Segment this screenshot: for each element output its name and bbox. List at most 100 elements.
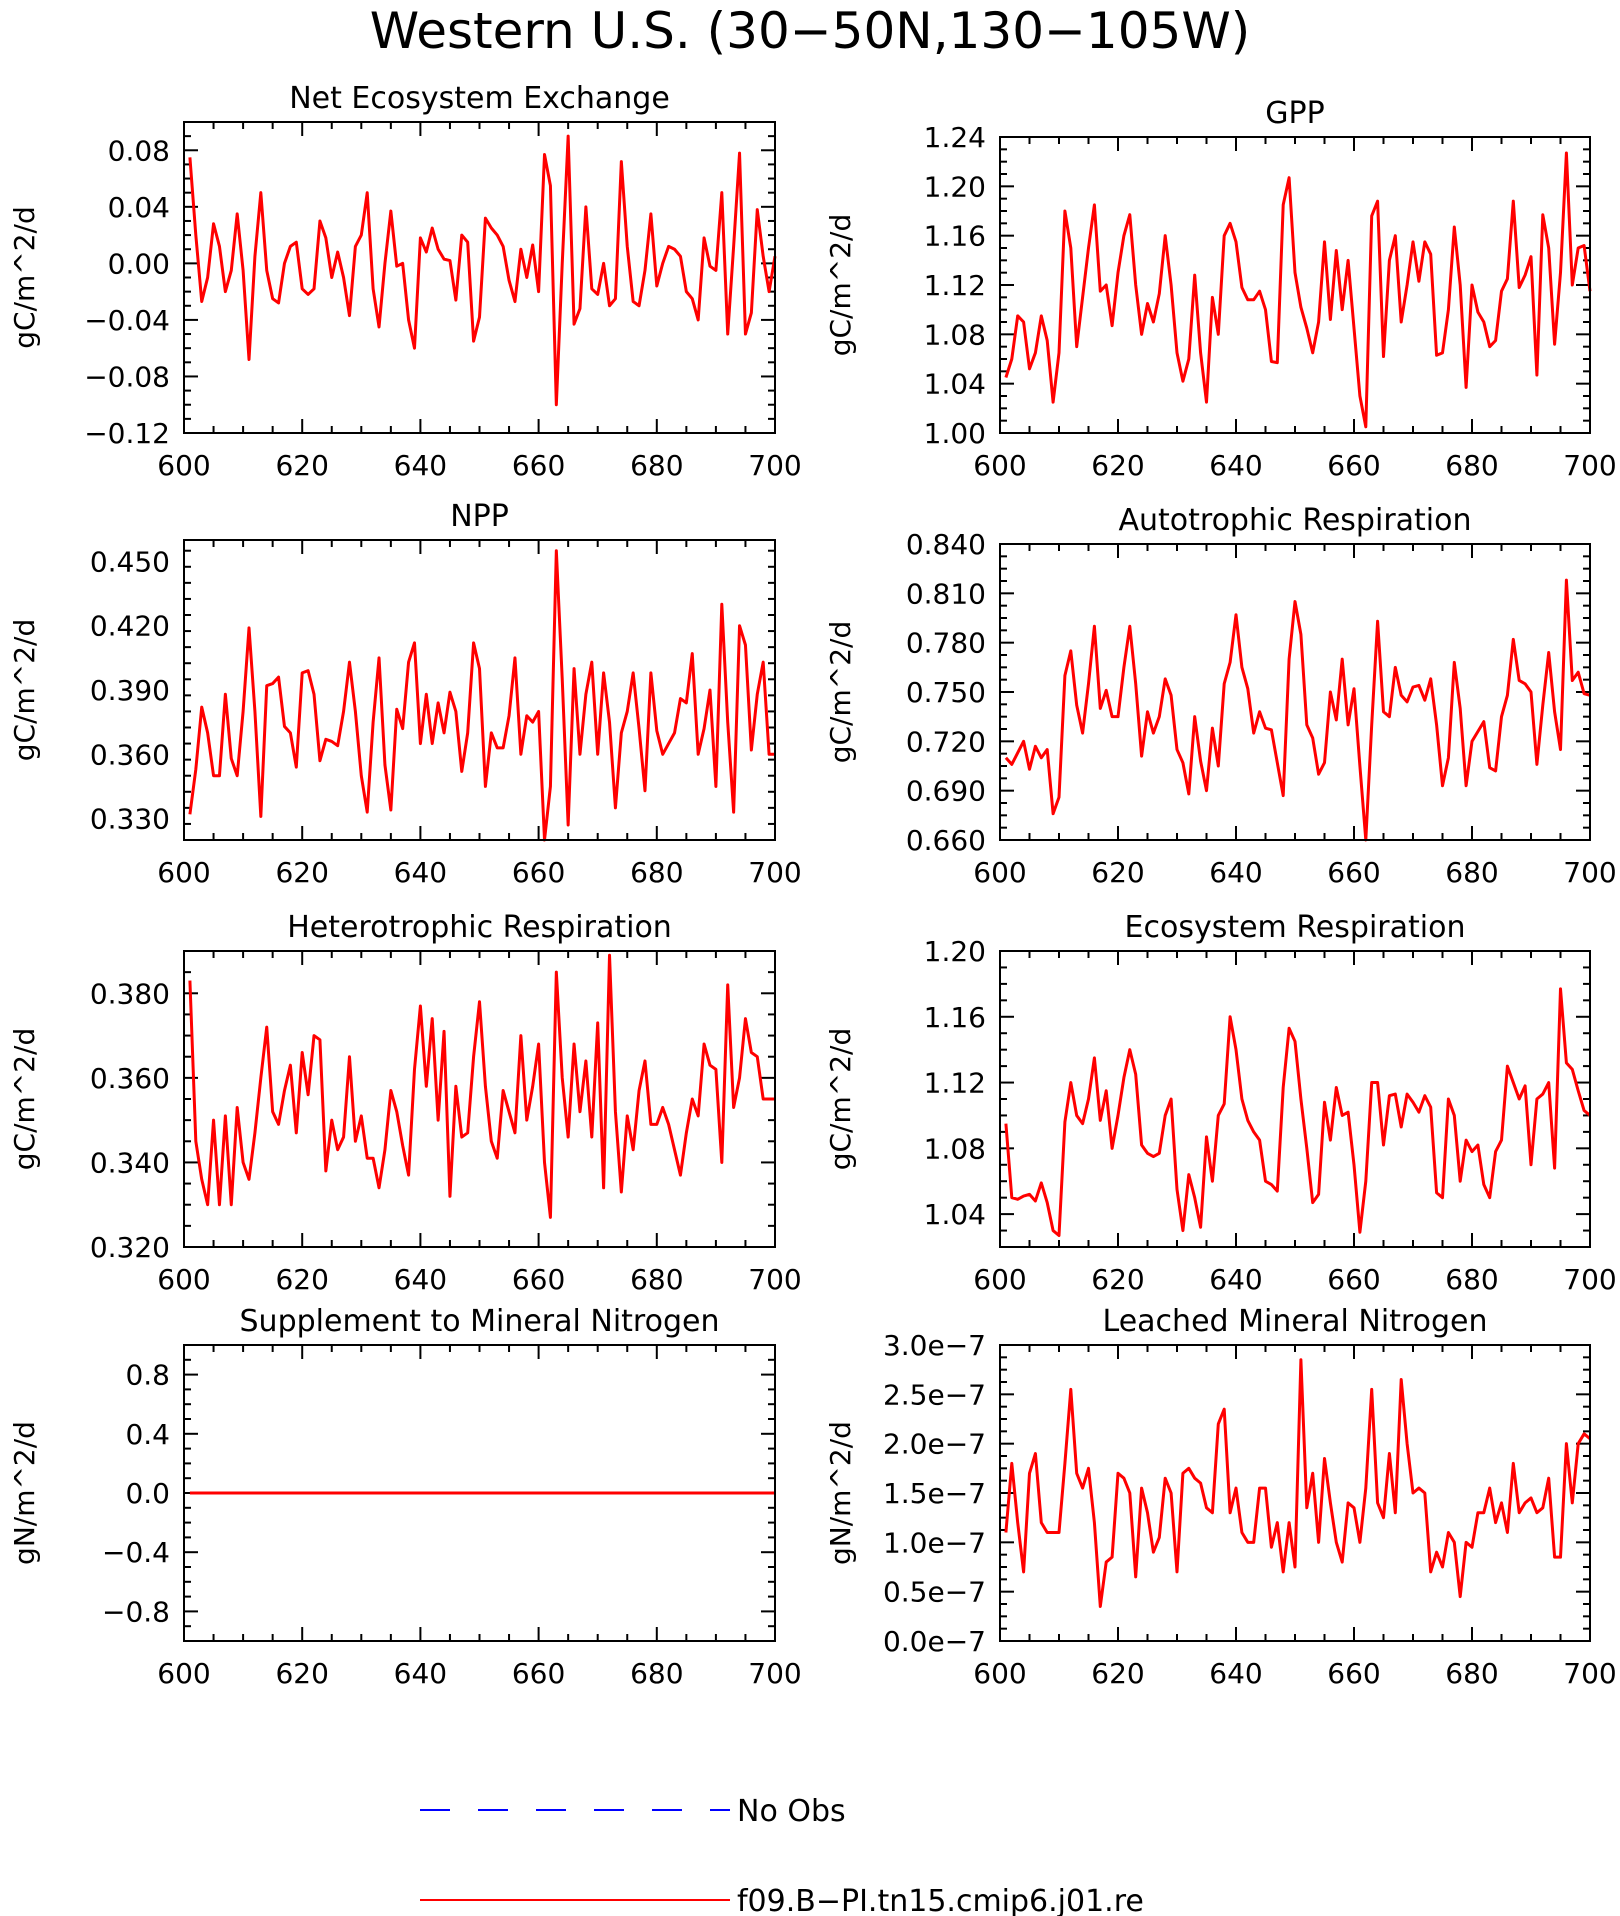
series-line <box>1004 151 1592 429</box>
x-tick-label: 620 <box>275 1657 328 1690</box>
y-tick-label: 0.420 <box>90 610 170 643</box>
x-tick-label: 660 <box>1327 856 1380 889</box>
y-tick-label: 0.720 <box>906 725 986 758</box>
y-tick-label: −0.08 <box>84 360 170 393</box>
figure-title: Western U.S. (30−50N,130−105W) <box>370 2 1251 60</box>
plot-frame <box>999 1344 1591 1642</box>
panel-7: Supplement to Mineral Nitrogen gN/m^2/d 60… <box>8 1304 802 1690</box>
series-line <box>188 953 775 1219</box>
y-tick-label: 1.5e−7 <box>883 1477 986 1510</box>
y-tick-label: −0.4 <box>102 1536 170 1569</box>
x-tick-label: 660 <box>512 1657 565 1690</box>
legend-label-no-obs: No Obs <box>737 1794 846 1829</box>
x-tick-label: 680 <box>1445 1657 1498 1690</box>
x-tick-label: 700 <box>1563 1657 1616 1690</box>
y-tick-label: 0.4 <box>125 1418 170 1451</box>
y-tick-label: 0.780 <box>906 627 986 660</box>
series-line <box>188 549 775 842</box>
plot-frame <box>999 950 1591 1248</box>
x-tick-label: 700 <box>748 1263 801 1296</box>
y-tick-label: 0.690 <box>906 775 986 808</box>
panel-2: GPP gC/m^2/d 600 620 640 660 680 700 1.00 1.04 1.0… <box>824 96 1617 482</box>
y-tick-label: 0.04 <box>108 191 170 224</box>
panel-5: Heterotrophic Respiration gC/m^2/d 600 620 6… <box>8 910 802 1296</box>
y-tick-label: 1.20 <box>924 170 986 203</box>
x-tick-label: 660 <box>512 856 565 889</box>
x-tick-label: 700 <box>1563 1263 1616 1296</box>
x-tick-label: 640 <box>394 1263 447 1296</box>
x-tick-label: 620 <box>1091 1657 1144 1690</box>
x-tick-label: 660 <box>1327 1657 1380 1690</box>
x-tick-label: 640 <box>1209 1263 1262 1296</box>
panel-title: Leached Mineral Nitrogen <box>1103 1304 1488 1339</box>
x-tick-label: 680 <box>630 449 683 482</box>
y-axis-label: gC/m^2/d <box>8 619 41 762</box>
panel-6: Ecosystem Respiration gC/m^2/d 600 620 640 66… <box>824 910 1617 1296</box>
y-tick-label: 0.08 <box>108 134 170 167</box>
y-tick-label: −0.04 <box>84 304 170 337</box>
y-tick-label: 0.330 <box>90 803 170 836</box>
panel-8: Leached Mineral Nitrogen gN/m^2/d 600 620 64… <box>824 1304 1617 1690</box>
panel-title: Net Ecosystem Exchange <box>289 81 670 116</box>
panel-3: NPP gC/m^2/d 600 620 640 660 680 700 0.330 0.360 0… <box>8 499 802 889</box>
y-tick-label: 0.00 <box>108 247 170 280</box>
y-tick-label: −0.8 <box>102 1595 170 1628</box>
y-tick-label: 0.390 <box>90 674 170 707</box>
y-tick-label: 1.12 <box>924 1067 986 1100</box>
y-axis-label: gC/m^2/d <box>8 206 41 349</box>
y-tick-label: 2.5e−7 <box>883 1378 986 1411</box>
x-tick-label: 600 <box>973 1263 1026 1296</box>
x-tick-label: 700 <box>1563 449 1616 482</box>
series-line <box>188 134 777 407</box>
y-tick-label: 0.320 <box>90 1231 170 1264</box>
y-tick-label: 1.08 <box>924 318 986 351</box>
y-tick-label: 0.660 <box>906 824 986 857</box>
x-tick-label: 700 <box>748 856 801 889</box>
plot-frame <box>999 136 1591 434</box>
x-tick-label: 680 <box>1445 856 1498 889</box>
x-tick-label: 600 <box>157 1657 210 1690</box>
y-tick-label: 1.04 <box>924 368 986 401</box>
y-tick-label: 0.840 <box>906 528 986 561</box>
y-axis-label: gC/m^2/d <box>8 1028 41 1171</box>
x-tick-label: 660 <box>512 1263 565 1296</box>
x-tick-label: 600 <box>157 856 210 889</box>
panels: Net Ecosystem Exchange gC/m^2/d 600 620 640 6… <box>8 81 1617 1690</box>
x-tick-label: 620 <box>275 449 328 482</box>
series-line <box>1004 1358 1591 1608</box>
y-tick-label: 0.450 <box>90 545 170 578</box>
y-tick-label: 0.0 <box>125 1477 170 1510</box>
x-tick-label: 700 <box>748 449 801 482</box>
panel-title: Ecosystem Respiration <box>1125 910 1466 945</box>
y-tick-label: 1.24 <box>924 121 986 154</box>
x-tick-label: 620 <box>1091 856 1144 889</box>
x-tick-label: 620 <box>275 856 328 889</box>
x-tick-label: 640 <box>394 449 447 482</box>
y-axis-label: gN/m^2/d <box>8 1421 41 1565</box>
x-tick-label: 600 <box>973 449 1026 482</box>
legend-label-model: f09.B−PI.tn15.cmip6.j01.re <box>737 1884 1144 1916</box>
series-line <box>1004 578 1591 842</box>
panel-title: GPP <box>1265 96 1324 131</box>
y-tick-label: 0.5e−7 <box>883 1576 986 1609</box>
x-tick-label: 620 <box>1091 449 1144 482</box>
y-tick-label: 1.04 <box>924 1198 986 1231</box>
x-tick-label: 680 <box>630 1657 683 1690</box>
y-axis-label: gC/m^2/d <box>824 214 857 357</box>
y-tick-label: 2.0e−7 <box>883 1428 986 1461</box>
y-tick-label: 0.360 <box>90 738 170 771</box>
plot-frame <box>183 539 776 841</box>
x-tick-label: 640 <box>394 856 447 889</box>
x-tick-label: 660 <box>1327 1263 1380 1296</box>
panel-title: Heterotrophic Respiration <box>287 910 672 945</box>
y-tick-label: 0.360 <box>90 1062 170 1095</box>
panel-title: Autotrophic Respiration <box>1118 503 1471 538</box>
y-tick-label: 0.8 <box>125 1359 170 1392</box>
x-tick-label: 660 <box>512 449 565 482</box>
x-tick-label: 600 <box>157 1263 210 1296</box>
x-tick-label: 680 <box>630 1263 683 1296</box>
y-tick-label: 1.0e−7 <box>883 1526 986 1559</box>
legend: No Obs f09.B−PI.tn15.cmip6.j01.re <box>420 1794 1144 1916</box>
y-tick-label: 0.810 <box>906 577 986 610</box>
series-line <box>1004 987 1591 1237</box>
